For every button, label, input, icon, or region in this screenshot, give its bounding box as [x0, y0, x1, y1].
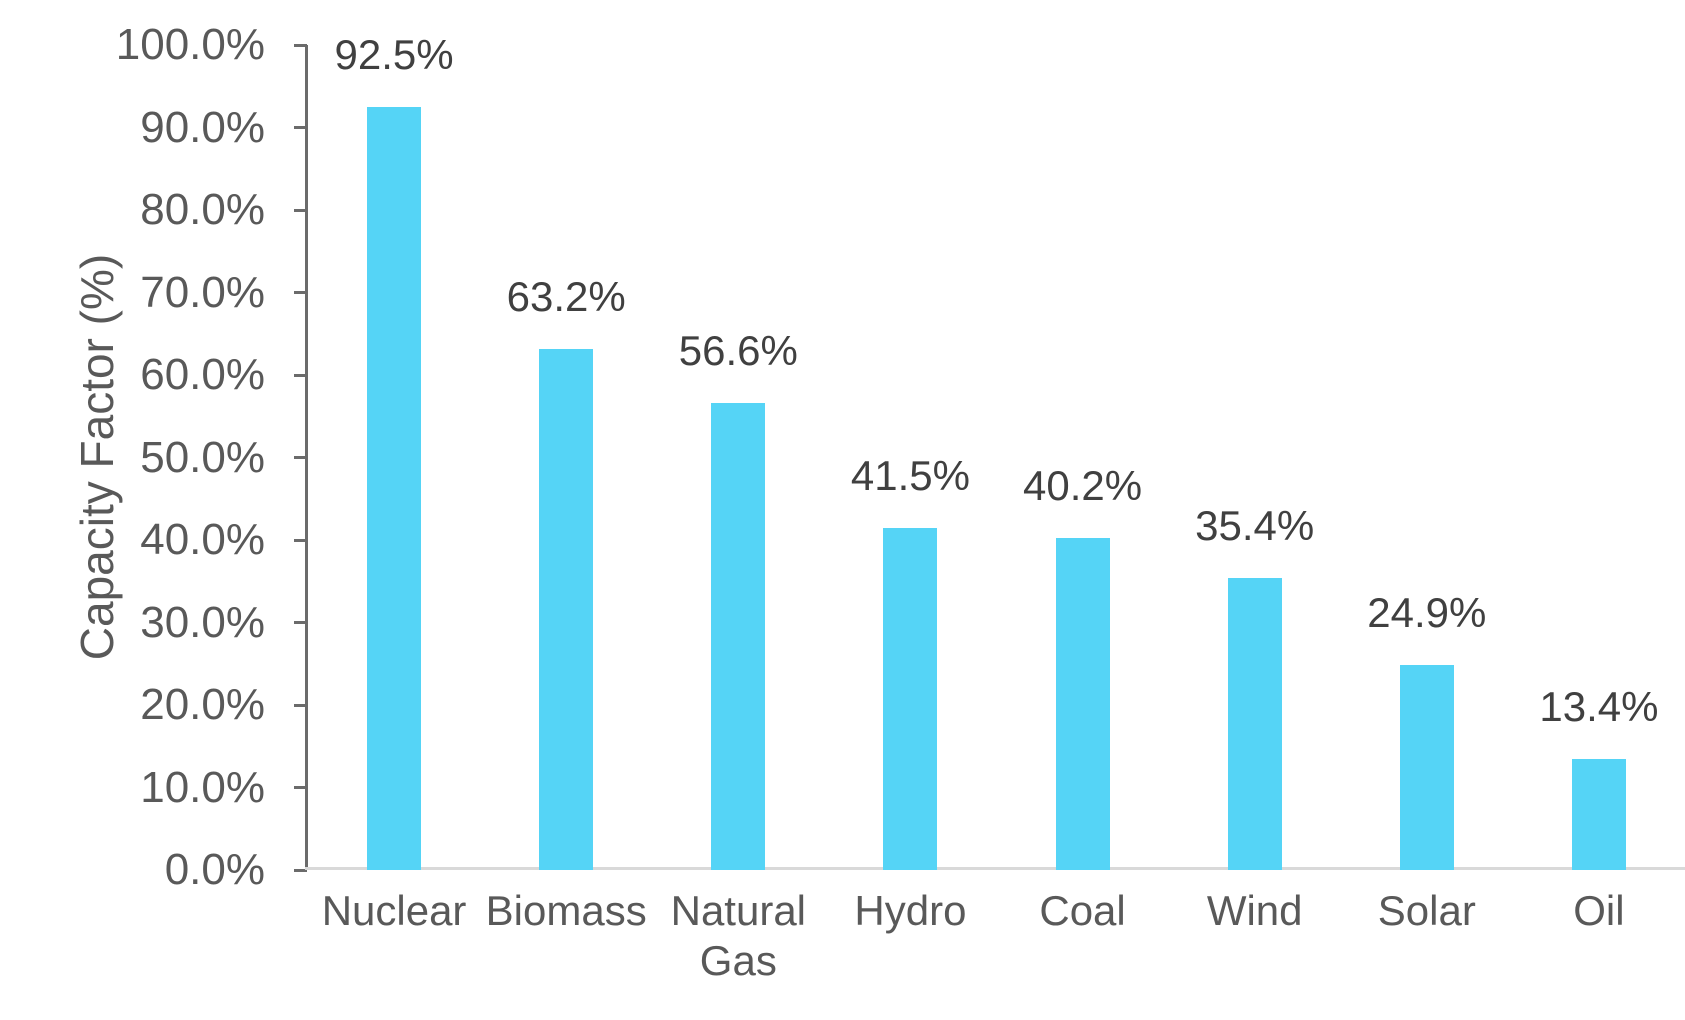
y-tick-label: 30.0% — [140, 597, 265, 647]
y-tick-mark — [294, 703, 307, 707]
y-tick-mark — [294, 43, 307, 47]
value-label-biomass: 63.2% — [506, 272, 626, 320]
y-tick-mark — [294, 373, 307, 377]
y-tick-label: 100.0% — [115, 20, 265, 69]
x-category-label-natural-gas: Natural Gas — [670, 887, 807, 984]
bar-solar — [1399, 664, 1454, 870]
value-label-wind: 35.4% — [1195, 501, 1315, 549]
y-tick-label: 70.0% — [140, 267, 265, 317]
value-label-nuclear: 92.5% — [334, 30, 454, 78]
y-tick-label: 40.0% — [140, 515, 265, 564]
x-category-label-oil: Oil — [1573, 887, 1625, 934]
y-tick-mark — [294, 538, 307, 542]
value-label-coal: 40.2% — [1023, 462, 1143, 510]
bar-coal — [1055, 538, 1110, 870]
y-tick-mark — [294, 126, 307, 129]
bar-nuclear — [367, 106, 422, 870]
y-tick-mark — [294, 456, 307, 459]
y-tick-label: 60.0% — [140, 350, 265, 399]
x-category-label-coal: Coal — [1039, 887, 1126, 934]
y-tick-mark — [294, 786, 307, 789]
bar-hydro — [883, 527, 938, 870]
y-tick-label: 20.0% — [140, 680, 265, 729]
y-tick-mark — [294, 621, 307, 624]
y-tick-mark — [294, 291, 307, 294]
x-axis-line — [305, 867, 1685, 870]
y-tick-mark — [294, 868, 307, 872]
y-tick-label: 10.0% — [140, 762, 265, 812]
y-tick-label: 80.0% — [140, 185, 265, 234]
value-label-solar: 24.9% — [1367, 588, 1487, 636]
x-category-label-hydro: Hydro — [854, 887, 967, 934]
bar-oil — [1571, 759, 1626, 870]
bar-wind — [1227, 577, 1282, 870]
y-tick-label: 0.0% — [164, 845, 265, 894]
value-label-oil: 13.4% — [1539, 683, 1659, 731]
bar-biomass — [539, 348, 594, 870]
y-tick-label: 50.0% — [140, 432, 265, 482]
value-label-hydro: 41.5% — [850, 451, 970, 499]
x-category-label-solar: Solar — [1377, 887, 1476, 934]
bar-natural-gas — [711, 403, 766, 870]
value-label-natural-gas: 56.6% — [678, 327, 798, 375]
x-category-label-nuclear: Nuclear — [321, 887, 467, 934]
y-tick-mark — [294, 208, 307, 212]
x-category-label-biomass: Biomass — [485, 887, 647, 934]
x-category-label-wind: Wind — [1206, 887, 1303, 934]
y-tick-label: 90.0% — [140, 102, 265, 152]
